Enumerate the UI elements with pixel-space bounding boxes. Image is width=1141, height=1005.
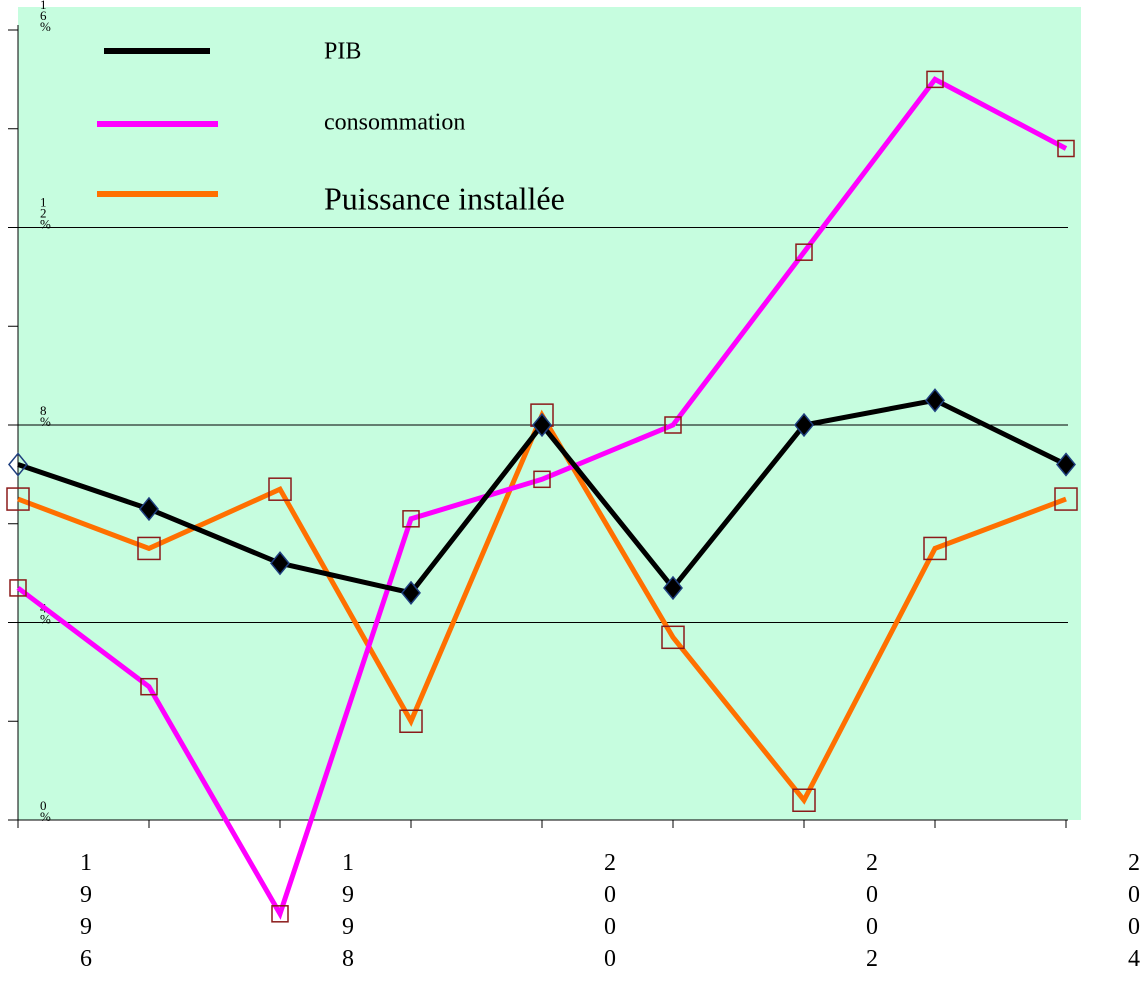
- data-point: [270, 551, 290, 576]
- data-point: [925, 388, 945, 413]
- y-tick-label: 1 6%: [40, 0, 51, 34]
- data-point: [792, 788, 816, 812]
- legend: PIB consommation Puissance installée: [97, 39, 565, 216]
- data-point: [6, 487, 30, 511]
- plot-background: [18, 7, 1081, 820]
- data-point: [532, 412, 552, 438]
- data-point: [140, 677, 158, 696]
- data-point: [1057, 139, 1075, 158]
- data-point: [923, 536, 947, 561]
- data-point: [402, 510, 420, 528]
- data-point: [794, 412, 814, 438]
- data-point: [399, 709, 423, 733]
- data-point: [663, 575, 683, 601]
- data-point: [664, 416, 682, 434]
- y-tick-label: 1 2%: [40, 195, 51, 232]
- data-point: [8, 452, 28, 477]
- data-point: [1054, 487, 1078, 511]
- legend-label: PIB: [324, 39, 361, 65]
- data-point: [1056, 452, 1076, 477]
- data-point: [533, 470, 551, 489]
- data-point: [661, 625, 685, 650]
- series-line-1: [16, 76, 1068, 920]
- data-point: [268, 477, 292, 501]
- data-point: [137, 536, 161, 561]
- series-layer: [6, 70, 1078, 923]
- data-point: [795, 243, 813, 261]
- legend-label: Puissance installée: [324, 180, 565, 216]
- data-point: [139, 496, 159, 522]
- data-point: [271, 905, 289, 923]
- data-point: [401, 580, 421, 606]
- y-tick-label: 0%: [40, 798, 51, 824]
- data-point: [926, 70, 944, 89]
- legend-label: consommation: [324, 110, 465, 136]
- x-axis-ticks: 1 9 9 6 1 9 9 8 2 0 0 0 2 0 0 2 2 0 0 4: [17, 820, 1140, 972]
- y-tick-label: 8%: [40, 403, 51, 429]
- data-point: [9, 579, 27, 597]
